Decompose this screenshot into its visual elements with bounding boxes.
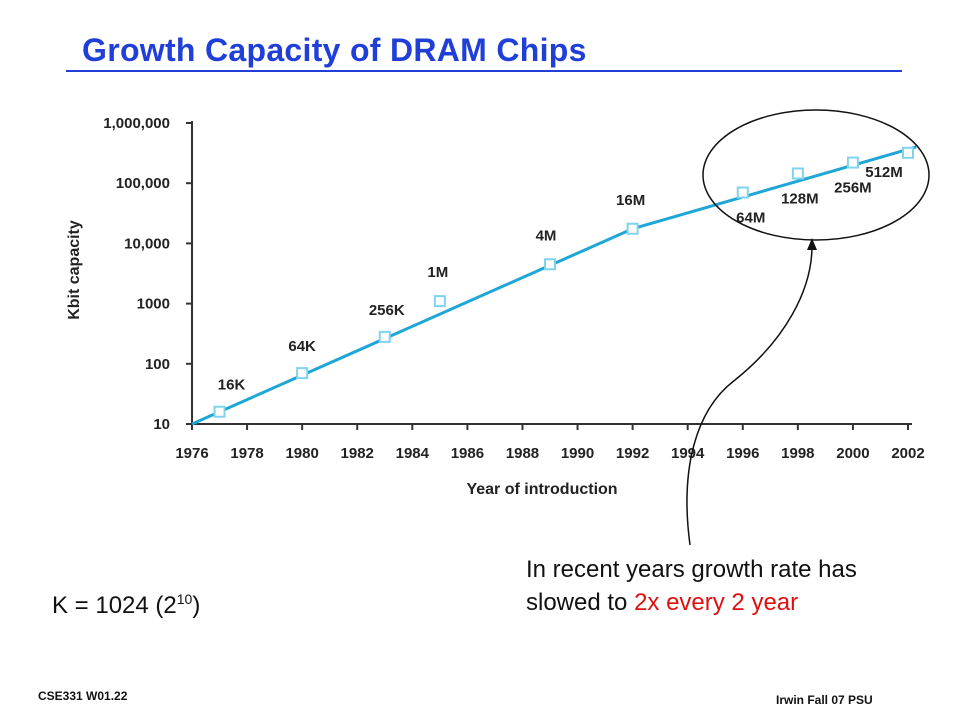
data-markers (213, 146, 914, 418)
x-ticks: 1976 1978 1980 1982 1984 1986 1988 1990 1992 1994… (175, 424, 925, 462)
chart-axes (191, 121, 912, 425)
data-point-label: 64M (736, 210, 765, 227)
recent-years-ellipse (702, 109, 930, 241)
data-point-marker (736, 186, 749, 199)
x-tick-label: 1994 (671, 445, 705, 462)
x-axis-label: Year of introduction (466, 481, 617, 498)
growth-note-text: In recent years growth rate has slowed t… (526, 556, 857, 616)
x-tick-label: 1980 (285, 445, 318, 462)
data-point-label: 4M (536, 227, 557, 244)
x-tick-label: 2002 (891, 445, 924, 462)
y-ticks: 10 100 1000 10,000 100,000 1,000,000 (103, 115, 192, 433)
y-axis-label: Kbit capacity (66, 220, 83, 320)
k-definition-exponent: 10 (176, 591, 193, 607)
data-point-marker (433, 295, 446, 308)
x-tick-label: 1986 (451, 445, 484, 462)
x-tick-label: 1990 (561, 445, 594, 462)
x-tick-label: 2000 (836, 445, 869, 462)
data-point-label: 16M (616, 192, 645, 209)
data-point-label: 256K (369, 302, 405, 319)
data-point-label: 128M (781, 190, 819, 207)
data-point-marker (213, 405, 226, 418)
k-definition-prefix: K = 1024 (2 (52, 592, 177, 619)
trend-line (191, 145, 917, 426)
x-tick-label: 1976 (175, 445, 208, 462)
data-point-marker (296, 367, 309, 380)
x-tick-label: 1988 (506, 445, 539, 462)
data-point-marker (626, 222, 639, 235)
k-definition: K = 1024 (210) (52, 591, 200, 620)
x-tick-label: 1992 (616, 445, 649, 462)
x-tick-label: 1978 (230, 445, 263, 462)
k-definition-suffix: ) (192, 592, 201, 619)
growth-note: In recent years growth rate has slowed t… (526, 553, 866, 619)
x-tick-label: 1984 (396, 445, 430, 462)
annotation-connector (686, 245, 813, 546)
y-tick-label: 10,000 (124, 235, 170, 252)
data-point-label: 256M (834, 180, 872, 197)
data-point-marker (544, 258, 556, 271)
slide-title: Growth Capacity of DRAM Chips (82, 32, 587, 68)
data-point-marker (902, 146, 914, 159)
data-point-marker (846, 156, 859, 169)
y-tick-label: 1,000,000 (103, 115, 170, 132)
data-point-label: 1M (427, 264, 448, 281)
y-tick-label: 1000 (137, 296, 170, 313)
x-tick-label: 1998 (781, 445, 814, 462)
y-tick-label: 100 (145, 356, 170, 373)
annotation-arrowhead (807, 238, 817, 250)
data-point-label: 64K (288, 338, 316, 355)
data-point-label: 16K (218, 377, 246, 394)
data-point-marker (378, 330, 391, 343)
data-point-label: 512M (865, 164, 903, 181)
author-footer: Irwin Fall 07 PSU (776, 693, 873, 707)
growth-note-highlight: 2x every 2 year (634, 589, 799, 616)
y-tick-label: 100,000 (116, 175, 170, 192)
x-tick-label: 1996 (726, 445, 759, 462)
title-underline (66, 70, 902, 72)
course-footer: CSE331 W01.22 (38, 689, 128, 703)
y-tick-label: 10 (153, 416, 170, 433)
x-tick-label: 1982 (341, 445, 374, 462)
data-point-marker (791, 167, 804, 180)
